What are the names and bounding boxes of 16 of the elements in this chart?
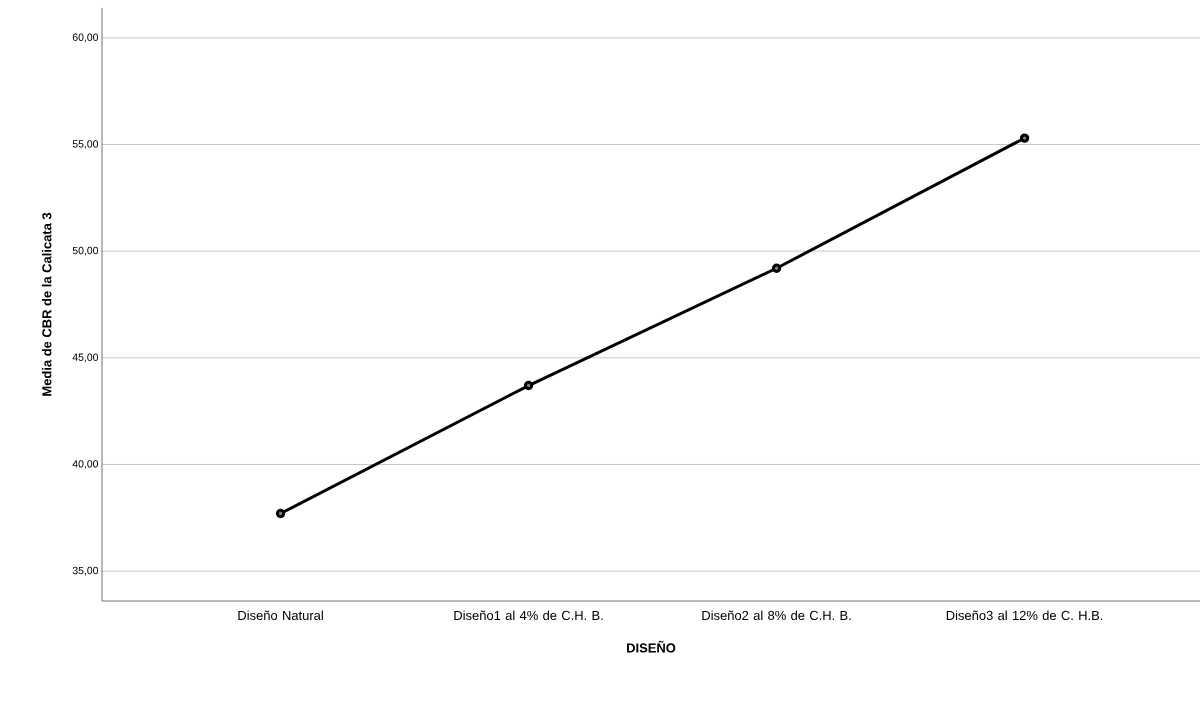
x-tick-label: Diseño2 al 8% de C.H. B. — [702, 610, 851, 621]
y-tick-label: 55,00 — [72, 140, 99, 149]
y-tick-label: 60,00 — [72, 33, 99, 43]
point — [275, 508, 286, 519]
x-axis-title: DISEÑO — [627, 640, 676, 653]
y-axis-title: Media de CBR de la Calicata 3 — [41, 212, 52, 396]
point — [1019, 133, 1030, 143]
y-tick-label: 40,00 — [72, 460, 99, 469]
x-tick-label: Diseño Natural — [238, 610, 323, 621]
y-tick-label: 50,00 — [72, 246, 99, 256]
x-tick-label: Diseño3 al 12% de C. H.B. — [946, 610, 1103, 621]
point — [771, 263, 782, 273]
y-tick-label: 35,00 — [72, 566, 99, 576]
x-tick-label: Diseño1 al 4% de C.H. B. — [454, 610, 603, 621]
y-tick-label: 45,00 — [72, 353, 99, 363]
point — [523, 380, 534, 391]
